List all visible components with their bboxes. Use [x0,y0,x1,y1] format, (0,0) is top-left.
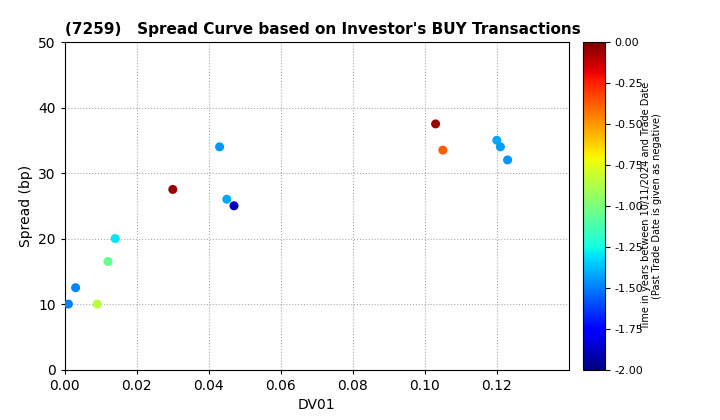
Point [70,284,81,291]
Point [221,196,233,202]
Text: (7259)   Spread Curve based on Investor's BUY Transactions: (7259) Spread Curve based on Investor's … [65,22,580,37]
Point [437,147,449,153]
Point [102,258,114,265]
Point [109,235,121,242]
Point [495,144,506,150]
Point [491,137,503,144]
Point [91,301,103,307]
Point [167,186,179,193]
Point [214,144,225,150]
Y-axis label: Spread (bp): Spread (bp) [19,165,32,247]
Point [430,121,441,127]
Point [502,157,513,163]
Y-axis label: Time in years between 10/11/2024 and Trade Date
(Past Trade Date is given as neg: Time in years between 10/11/2024 and Tra… [641,81,662,330]
Point [63,301,74,307]
Point [228,202,240,209]
X-axis label: DV01: DV01 [298,398,336,412]
